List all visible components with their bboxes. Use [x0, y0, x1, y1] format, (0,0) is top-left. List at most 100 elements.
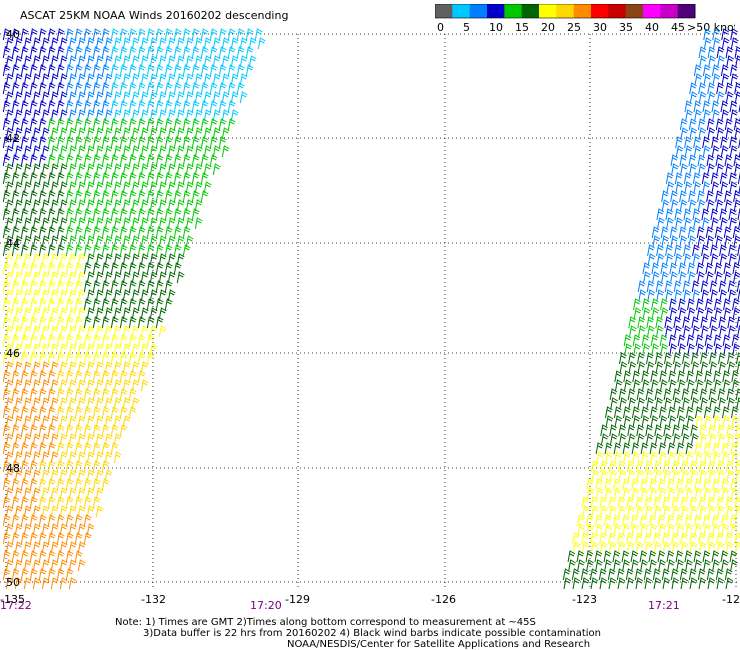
wind-barb	[164, 280, 173, 293]
wind-barb	[728, 172, 737, 185]
wind-barb	[702, 514, 711, 527]
wind-barb	[167, 181, 176, 194]
wind-barb	[687, 226, 696, 239]
wind-barb	[29, 46, 38, 59]
wind-barb	[95, 181, 104, 194]
wind-barb	[14, 487, 23, 500]
wind-barb	[637, 397, 646, 410]
wind-barb	[110, 280, 119, 293]
wind-barb	[164, 262, 173, 275]
wind-barb	[572, 532, 580, 545]
wind-barb	[38, 442, 47, 455]
wind-barb	[59, 73, 68, 86]
wind-barb	[605, 415, 614, 428]
wind-barb	[689, 82, 697, 95]
wind-barb	[734, 46, 740, 59]
wind-barb	[698, 91, 707, 104]
wind-barb	[158, 289, 167, 302]
wind-barb	[20, 406, 29, 419]
wind-barb	[631, 487, 640, 500]
wind-barb	[704, 334, 713, 347]
wind-barb	[29, 280, 38, 293]
wind-barb	[663, 469, 672, 482]
wind-barb	[626, 532, 634, 545]
wind-barb	[32, 505, 41, 518]
wind-barb	[679, 199, 688, 212]
wind-barb	[2, 550, 11, 563]
wind-barb	[692, 289, 701, 302]
wind-barb	[47, 154, 56, 167]
lon-label: -129	[285, 593, 310, 606]
wind-barb	[50, 235, 59, 248]
wind-barb	[86, 145, 95, 158]
wind-barb	[122, 307, 131, 320]
wind-barb	[191, 82, 200, 95]
wind-barb	[713, 334, 722, 347]
scale-swatch	[625, 4, 644, 18]
wind-barb	[699, 388, 708, 401]
wind-barb	[29, 568, 38, 581]
wind-barb	[687, 298, 695, 311]
wind-barb	[122, 181, 131, 194]
wind-barb	[83, 262, 92, 275]
wind-barb	[733, 199, 740, 212]
wind-barb	[32, 145, 41, 158]
wind-barb	[131, 253, 140, 266]
wind-barb	[95, 271, 104, 284]
wind-barb	[707, 577, 716, 590]
wind-barb	[101, 118, 110, 131]
wind-barb	[47, 514, 56, 527]
wind-barb	[704, 451, 713, 464]
wind-barb	[83, 280, 92, 293]
wind-barb	[101, 208, 110, 221]
wind-barb	[65, 460, 74, 473]
wind-barb	[167, 109, 176, 122]
wind-barb	[92, 334, 101, 347]
wind-barb	[730, 28, 738, 41]
wind-barb	[56, 478, 65, 491]
wind-barb	[734, 82, 740, 95]
wind-barb	[104, 451, 113, 464]
wind-barb	[697, 568, 706, 581]
wind-barb	[689, 460, 698, 473]
wind-barb	[56, 424, 65, 437]
wind-barb	[658, 478, 666, 491]
wind-barb	[721, 406, 730, 419]
wind-barb	[23, 253, 32, 266]
wind-barb	[585, 514, 594, 527]
wind-barb	[50, 541, 59, 554]
wind-barb	[688, 199, 697, 212]
wind-barb	[119, 226, 128, 239]
wind-barb	[149, 163, 158, 176]
wind-barb	[158, 55, 167, 68]
wind-barb	[661, 235, 670, 248]
wind-barb	[698, 460, 707, 473]
wind-barb	[29, 154, 38, 167]
wind-barb	[149, 217, 158, 230]
wind-barb	[176, 199, 185, 212]
wind-barb	[122, 145, 131, 158]
wind-barb	[137, 280, 146, 293]
wind-barb	[236, 28, 245, 41]
wind-barb	[631, 523, 640, 536]
wind-barb	[146, 46, 155, 59]
wind-barb	[56, 568, 65, 581]
wind-barb	[200, 82, 209, 95]
lon-label: -132	[141, 593, 166, 606]
wind-barb	[59, 379, 68, 392]
wind-barb	[119, 46, 128, 59]
wind-barb	[724, 568, 733, 581]
wind-barb	[32, 379, 41, 392]
wind-barb	[47, 316, 56, 329]
wind-barb	[711, 136, 719, 149]
wind-barb	[20, 478, 29, 491]
wind-barb	[660, 298, 668, 311]
scale-swatch	[504, 4, 523, 18]
wind-barb	[68, 37, 77, 50]
wind-barb	[20, 82, 29, 95]
wind-barb	[719, 244, 727, 257]
wind-barb	[23, 163, 32, 176]
wind-barb	[173, 46, 182, 59]
wind-barb	[631, 478, 639, 491]
wind-barb	[719, 325, 727, 338]
